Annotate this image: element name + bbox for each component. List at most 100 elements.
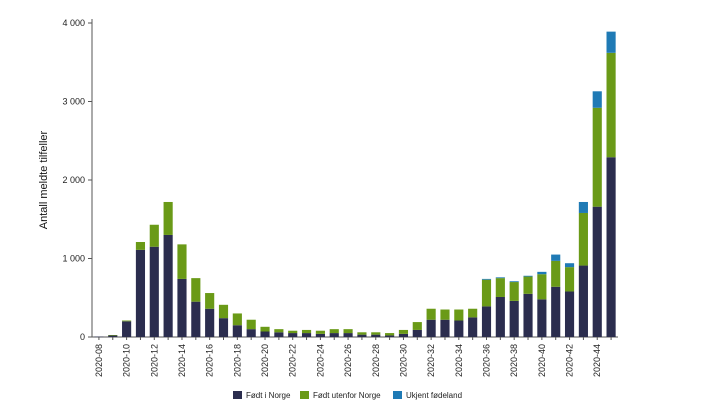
bar-segment xyxy=(481,306,492,337)
x-tick-label: 2020-08 xyxy=(94,344,104,377)
bar-segment xyxy=(468,317,478,338)
legend-label: Født i Norge xyxy=(246,391,291,400)
bar-segment xyxy=(468,308,478,318)
bar-segment xyxy=(385,333,395,336)
bar-segment xyxy=(246,319,256,330)
bar-segment xyxy=(537,299,547,337)
legend-label: Født utenfor Norge xyxy=(313,391,381,400)
bar-segment xyxy=(357,332,367,335)
y-tick-label: 2 000 xyxy=(62,175,85,185)
x-tick-label: 2020-24 xyxy=(315,344,325,377)
legend-item: Ukjent fødeland xyxy=(393,391,462,400)
bar-segment xyxy=(205,308,215,337)
legend: Født i Norge Født utenfor Norge Ukjent fød… xyxy=(233,391,462,400)
x-tick-label: 2020-12 xyxy=(149,344,159,377)
bar-segment xyxy=(260,326,270,332)
bar-segment xyxy=(606,31,616,53)
bar-segment xyxy=(315,333,325,337)
bar-segment xyxy=(412,329,422,337)
bar-segment xyxy=(592,206,602,337)
bar-segment xyxy=(301,329,312,334)
x-tick-label: 2020-28 xyxy=(371,344,381,377)
bar-segment xyxy=(454,320,464,337)
bar-segment xyxy=(412,322,422,330)
bar-segment xyxy=(398,329,409,334)
bar-segment xyxy=(592,91,602,108)
bar-segment xyxy=(564,291,575,337)
y-tick-label: 4 000 xyxy=(62,18,85,28)
bar-segment xyxy=(135,242,146,250)
x-tick-label: 2020-32 xyxy=(426,344,436,377)
bar-segment xyxy=(481,279,492,307)
bar-segment xyxy=(509,281,519,283)
bar-segment xyxy=(315,330,325,334)
bar-segment xyxy=(246,329,256,337)
y-tick-label: 0 xyxy=(80,332,85,342)
x-tick-label: 2020-22 xyxy=(288,344,298,377)
x-tick-label: 2020-34 xyxy=(454,344,464,377)
bar-segment xyxy=(509,300,519,337)
bar-segment xyxy=(177,244,187,279)
bar-segment xyxy=(232,313,242,326)
bar-segment xyxy=(551,286,561,337)
x-tick-label: 2020-44 xyxy=(592,344,602,377)
bar-segment xyxy=(385,335,395,337)
bar-segment xyxy=(371,334,381,337)
bar-segment xyxy=(398,333,409,337)
y-tick-label: 1 000 xyxy=(62,254,85,264)
bar-segment xyxy=(260,331,270,337)
bar-segment xyxy=(551,254,561,261)
x-tick-label: 2020-36 xyxy=(482,344,492,377)
bar-segment xyxy=(191,278,201,302)
bar-segment xyxy=(523,275,533,277)
bar-segment xyxy=(108,335,118,336)
legend-item: Født i Norge xyxy=(233,391,291,400)
bar-segment xyxy=(426,319,436,337)
bar-segment xyxy=(606,157,616,337)
bar-segment xyxy=(578,201,588,213)
x-tick-label: 2020-14 xyxy=(177,344,187,377)
bar-segment xyxy=(122,320,132,322)
bar-segment xyxy=(205,293,215,309)
bar-segment xyxy=(108,335,118,337)
bar-segment xyxy=(135,249,146,337)
bar-segment xyxy=(578,265,588,337)
bar-segment xyxy=(371,332,381,335)
x-tick-label: 2020-40 xyxy=(537,344,547,377)
legend-swatch xyxy=(300,391,309,399)
bar-segment xyxy=(523,276,533,294)
bar-segment xyxy=(343,333,353,337)
bar-segment xyxy=(149,224,159,247)
bar-segment xyxy=(301,333,312,337)
x-tick-label: 2020-30 xyxy=(398,344,408,377)
bar-segment xyxy=(495,296,505,337)
x-tick-label: 2020-18 xyxy=(232,344,242,377)
x-tick-label: 2020-16 xyxy=(205,344,215,377)
bar-segment xyxy=(288,330,298,334)
y-tick-label: 3 000 xyxy=(62,97,85,107)
bar-segment xyxy=(592,107,602,207)
bar-segment xyxy=(537,274,547,300)
bar-segment xyxy=(232,325,242,337)
bar-segment xyxy=(218,318,229,337)
bar-segment xyxy=(537,271,547,275)
bar-segment xyxy=(274,329,284,333)
bar-segment xyxy=(288,333,298,337)
bar-segment xyxy=(274,332,284,337)
bar-segment xyxy=(357,334,367,337)
bar-segment xyxy=(191,301,201,337)
bar-segment xyxy=(163,201,173,235)
legend-swatch xyxy=(233,391,242,399)
bars xyxy=(94,31,616,338)
x-tick-label: 2020-26 xyxy=(343,344,353,377)
bar-segment xyxy=(149,246,159,337)
bar-segment xyxy=(177,278,187,337)
legend-label: Ukjent fødeland xyxy=(406,391,462,400)
x-tick-label: 2020-38 xyxy=(509,344,519,377)
legend-swatch xyxy=(393,391,402,399)
x-tick-label: 2020-20 xyxy=(260,344,270,377)
bar-segment xyxy=(122,321,132,337)
bar-segment xyxy=(94,336,104,338)
bar-segment xyxy=(564,263,575,268)
